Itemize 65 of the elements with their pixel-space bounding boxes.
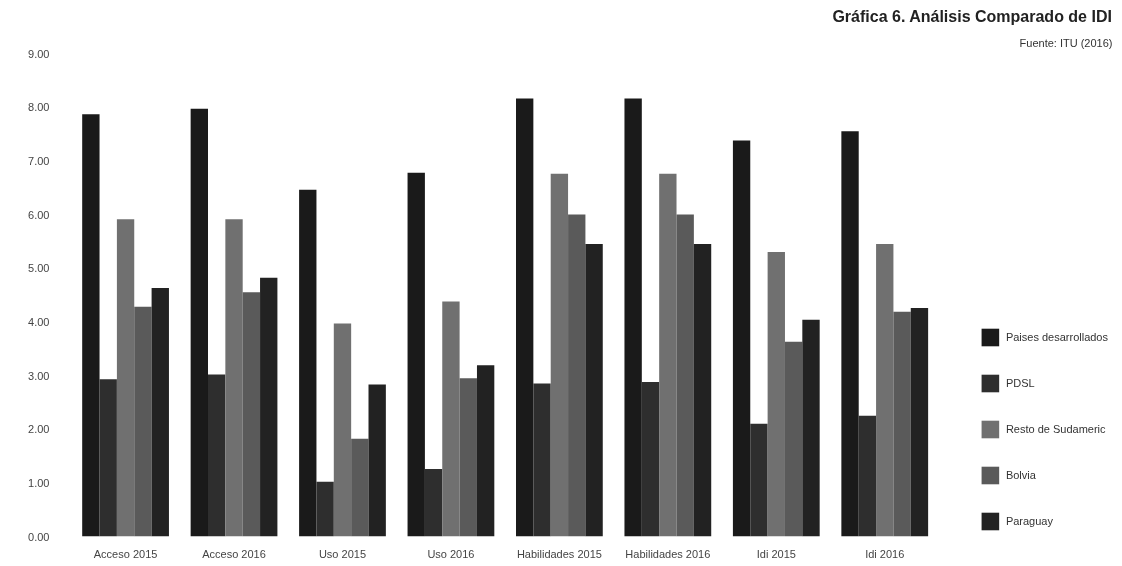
bar (134, 306, 152, 537)
bar (568, 214, 586, 537)
bar (190, 108, 208, 537)
x-tick-label: Uso 2015 (318, 547, 367, 560)
bar (116, 219, 135, 537)
bar (151, 288, 169, 537)
bar (750, 423, 768, 537)
bar (767, 252, 785, 537)
y-tick-label: 1.00 (28, 476, 50, 489)
bar (876, 244, 894, 537)
legend-label: Bolvia (1005, 469, 1036, 481)
bar (242, 292, 261, 537)
y-tick-label: 2.00 (28, 423, 50, 436)
bar (351, 438, 369, 537)
bar (82, 114, 100, 537)
bar (407, 172, 425, 537)
y-tick-label: 0.00 (28, 530, 50, 543)
bar (659, 173, 677, 537)
y-tick-label: 7.00 (28, 154, 50, 167)
bar (225, 219, 243, 537)
y-tick-label: 9.00 (28, 47, 50, 60)
bar (802, 319, 820, 537)
bar (693, 244, 712, 537)
legend-label: PDSL (1005, 377, 1035, 389)
bar (550, 173, 569, 537)
bar (424, 468, 443, 537)
x-tick-label: Habilidades 2015 (516, 547, 602, 560)
bar (260, 277, 278, 537)
bar (585, 244, 603, 537)
y-tick-label: 8.00 (28, 101, 50, 114)
bar (99, 379, 117, 537)
bar (624, 98, 642, 537)
bar (676, 214, 694, 537)
bar (732, 140, 751, 537)
bar (476, 365, 495, 537)
bar (641, 381, 660, 537)
y-tick-label: 3.00 (28, 369, 50, 382)
x-tick-label: Acceso 2016 (202, 547, 266, 560)
bar (208, 374, 226, 537)
x-tick-label: Habilidades 2016 (625, 547, 711, 560)
text: Gráfica 6. Análisis Comparado de IDI (832, 7, 1112, 25)
bar (910, 307, 929, 537)
bar (858, 415, 877, 537)
y-tick-label: 4.00 (28, 315, 50, 328)
bar (368, 384, 386, 537)
bar (893, 311, 911, 537)
legend-label: Resto de Sudameric (1005, 423, 1106, 435)
bar (516, 98, 534, 537)
bar (333, 323, 352, 537)
y-tick-label: 5.00 (28, 262, 50, 275)
x-tick-label: Idi 2015 (756, 547, 796, 560)
y-tick-label: 6.00 (28, 208, 50, 221)
bar (459, 378, 477, 537)
bar (442, 301, 460, 537)
legend-label: Paises desarrollados (1005, 331, 1108, 343)
bar (299, 189, 317, 537)
legend-label: Paraguay (1005, 515, 1053, 527)
bar (533, 383, 551, 537)
source-note: Fuente: ITU (2016) (1019, 36, 1113, 49)
bar (316, 481, 334, 537)
x-tick-label: Acceso 2015 (93, 547, 158, 560)
bar (784, 341, 803, 537)
x-tick-label: Idi 2016 (865, 547, 905, 560)
x-tick-label: Uso 2016 (427, 547, 475, 560)
bar (841, 131, 859, 537)
